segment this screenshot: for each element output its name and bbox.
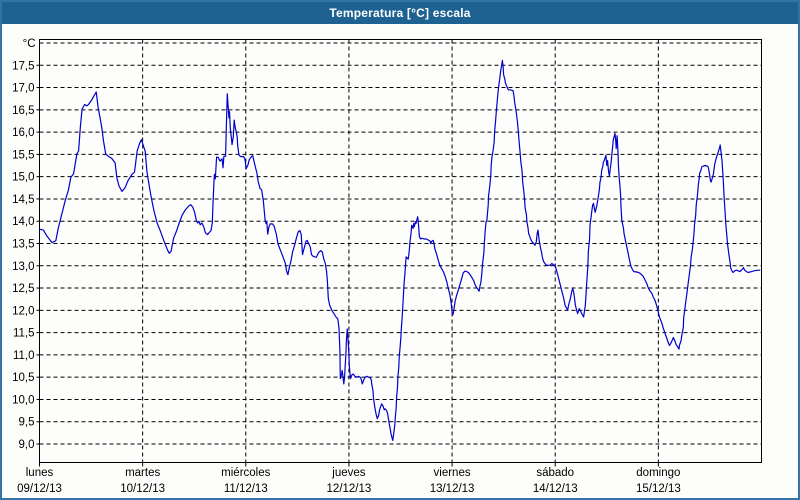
y-tick-label: 11,0: [13, 350, 35, 362]
y-tick-label: 15,5: [12, 149, 34, 161]
y-tick-label: 13,0: [12, 261, 34, 273]
y-tick-label: 13,5: [12, 239, 34, 251]
y-axis-unit-label: °C: [23, 38, 36, 50]
y-tick-label: 10,5: [12, 372, 34, 384]
day-name-label: martes: [125, 467, 160, 479]
y-tick-label: 15,0: [12, 172, 34, 184]
window-title: Temperatura [°C] escala: [329, 6, 471, 20]
plot-border: [39, 39, 762, 463]
day-name-label: viernes: [434, 467, 471, 479]
day-name-label: miércoles: [221, 467, 270, 479]
temperature-line: [39, 59, 761, 441]
day-name-label: domingo: [636, 467, 680, 479]
y-tick-label: 11,5: [13, 328, 35, 340]
y-tick-label: 17,0: [12, 83, 34, 95]
day-date-label: 15/12/13: [636, 483, 681, 495]
chart-svg: 17,5 17,0 16,5 16,0 15,5 15,0 14,5 14,0 13,5 13,0…: [12, 38, 762, 495]
y-tick-label: 9,0: [19, 439, 35, 451]
y-tick-label: 14,5: [12, 194, 34, 206]
y-tick-label: 14,0: [12, 216, 34, 228]
day-date-label: 10/12/13: [120, 483, 165, 495]
y-tick-label: 16,5: [12, 105, 34, 117]
day-name-label: lunes: [26, 467, 54, 479]
day-name-label: jueves: [331, 467, 365, 479]
y-tick-label: 10,0: [12, 394, 34, 406]
day-date-label: 14/12/13: [533, 483, 578, 495]
y-tick-label: 12,5: [12, 283, 34, 295]
y-tick-label: 9,5: [19, 417, 35, 429]
chart-area: 17,5 17,0 16,5 16,0 15,5 15,0 14,5 14,0 13,5 13,0…: [2, 24, 798, 498]
day-date-label: 13/12/13: [430, 483, 475, 495]
day-date-label: 11/12/13: [224, 483, 268, 495]
day-date-label: 12/12/13: [327, 483, 372, 495]
y-tick-label: 17,5: [12, 60, 34, 72]
window-titlebar: Temperatura [°C] escala: [2, 2, 798, 24]
y-tick-label: 16,0: [12, 127, 34, 139]
y-tick-label: 12,0: [12, 305, 34, 317]
day-date-label: 09/12/13: [17, 483, 62, 495]
day-name-label: sábado: [536, 467, 574, 479]
